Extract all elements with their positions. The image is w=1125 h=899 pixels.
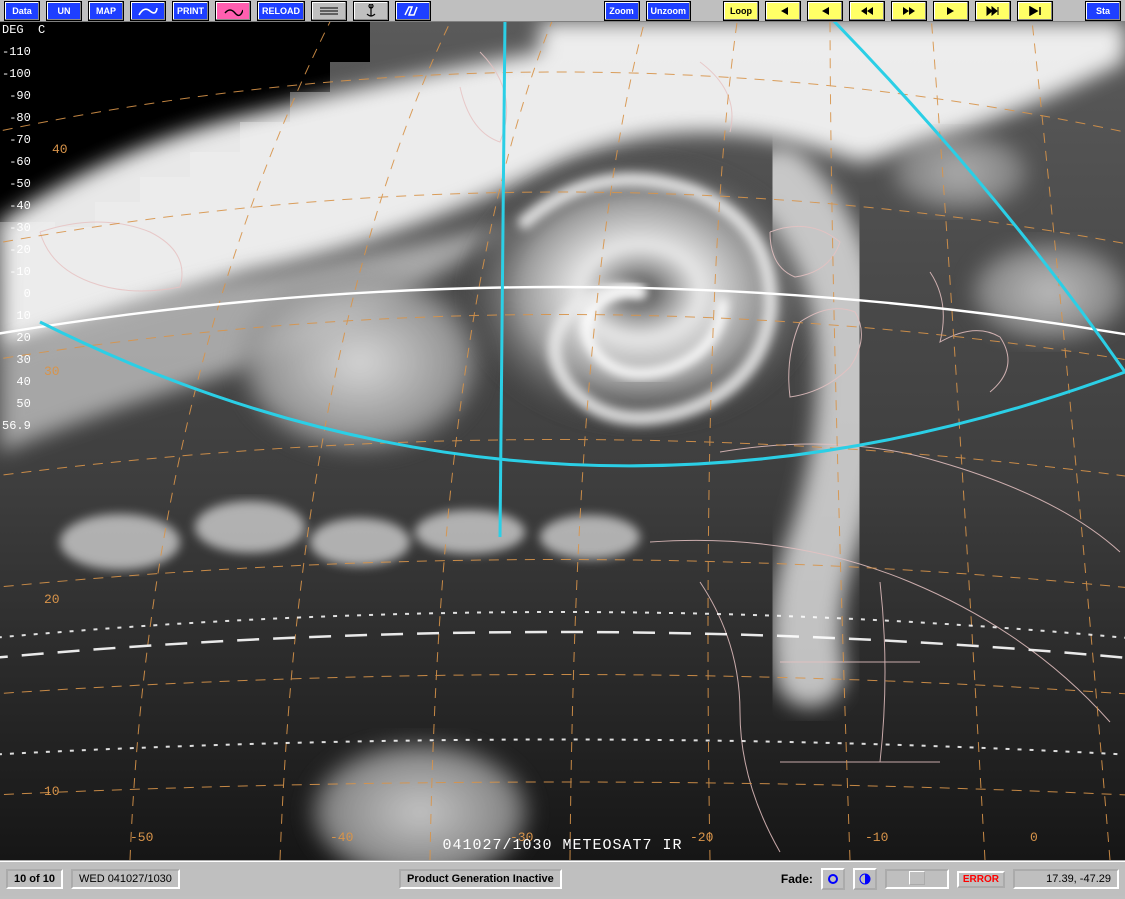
sounding-tool-button[interactable] xyxy=(395,1,431,21)
temperature-tick: -110 xyxy=(2,46,45,58)
temperature-tick: 10 xyxy=(2,310,45,322)
loop-ffwd-button[interactable] xyxy=(975,1,1011,21)
longitude-label: -10 xyxy=(865,830,888,845)
temperature-tick: -10 xyxy=(2,266,45,278)
satellite-map-canvas xyxy=(0,22,1125,860)
longitude-label: 0 xyxy=(1030,830,1038,845)
temperature-tick: -20 xyxy=(2,244,45,256)
temperature-tick: 40 xyxy=(2,376,45,388)
temperature-tick: -80 xyxy=(2,112,45,124)
temperature-tick: -90 xyxy=(2,90,45,102)
print-button[interactable]: PRINT xyxy=(172,1,209,21)
longitude-label: -20 xyxy=(690,830,713,845)
longitude-label: -40 xyxy=(330,830,353,845)
reload-button[interactable]: RELOAD xyxy=(257,1,305,21)
status-bar: 10 of 10 WED 041027/1030 Product Generat… xyxy=(0,860,1125,896)
streamline-tool-button[interactable] xyxy=(215,1,251,21)
fade-mode-b-button[interactable] xyxy=(853,868,877,890)
lines-tool-button[interactable] xyxy=(311,1,347,21)
map-button[interactable]: MAP xyxy=(88,1,124,21)
temperature-tick: -40 xyxy=(2,200,45,212)
latitude-label: 20 xyxy=(44,592,60,607)
unzoom-button[interactable]: Unzoom xyxy=(646,1,692,21)
temperature-tick: -30 xyxy=(2,222,45,234)
loop-next-button[interactable] xyxy=(933,1,969,21)
temperature-tick: 0 xyxy=(2,288,45,300)
sta-button[interactable]: Sta xyxy=(1085,1,1121,21)
loop-step-fwd-button[interactable] xyxy=(891,1,927,21)
loop-last-button[interactable] xyxy=(1017,1,1053,21)
temperature-scale-title: DEG C xyxy=(2,24,45,36)
cursor-coordinates: 17.39, -47.29 xyxy=(1013,869,1119,889)
fade-mode-a-button[interactable] xyxy=(821,868,845,890)
fade-label: Fade: xyxy=(781,872,813,886)
prodgen-status: Product Generation Inactive xyxy=(399,869,562,889)
loop-step-back-button[interactable] xyxy=(849,1,885,21)
temperature-tick: -60 xyxy=(2,156,45,168)
latitude-label: 30 xyxy=(44,364,60,379)
map-viewer[interactable]: DEG C -110-100 -90 -80 -70 -60 -50 -40 -… xyxy=(0,22,1125,860)
latitude-label: 40 xyxy=(52,142,68,157)
temperature-tick: 56.9 xyxy=(2,420,45,432)
temperature-tick: 50 xyxy=(2,398,45,410)
anchor-tool-button[interactable] xyxy=(353,1,389,21)
error-indicator[interactable]: ERROR xyxy=(957,871,1005,888)
image-caption: 041027/1030 METEOSAT7 IR xyxy=(442,837,682,854)
curve-tool-button[interactable] xyxy=(130,1,166,21)
main-toolbar: Data UN MAP PRINT RELOAD Zoom Unzoom Loo… xyxy=(0,0,1125,22)
temperature-tick: -50 xyxy=(2,178,45,190)
un-button[interactable]: UN xyxy=(46,1,82,21)
temperature-tick: -70 xyxy=(2,134,45,146)
loop-first-button[interactable] xyxy=(765,1,801,21)
temperature-tick: 30 xyxy=(2,354,45,366)
fade-slider[interactable] xyxy=(885,869,949,889)
loop-prev-button[interactable] xyxy=(807,1,843,21)
data-button[interactable]: Data xyxy=(4,1,40,21)
temperature-tick: -100 xyxy=(2,68,45,80)
latitude-label: 10 xyxy=(44,784,60,799)
frame-timestamp: WED 041027/1030 xyxy=(71,869,180,889)
zoom-button[interactable]: Zoom xyxy=(604,1,640,21)
longitude-label: -50 xyxy=(130,830,153,845)
frame-counter: 10 of 10 xyxy=(6,869,63,889)
loop-button[interactable]: Loop xyxy=(723,1,759,21)
temperature-tick: 20 xyxy=(2,332,45,344)
temperature-scale: DEG C -110-100 -90 -80 -70 -60 -50 -40 -… xyxy=(2,24,45,442)
